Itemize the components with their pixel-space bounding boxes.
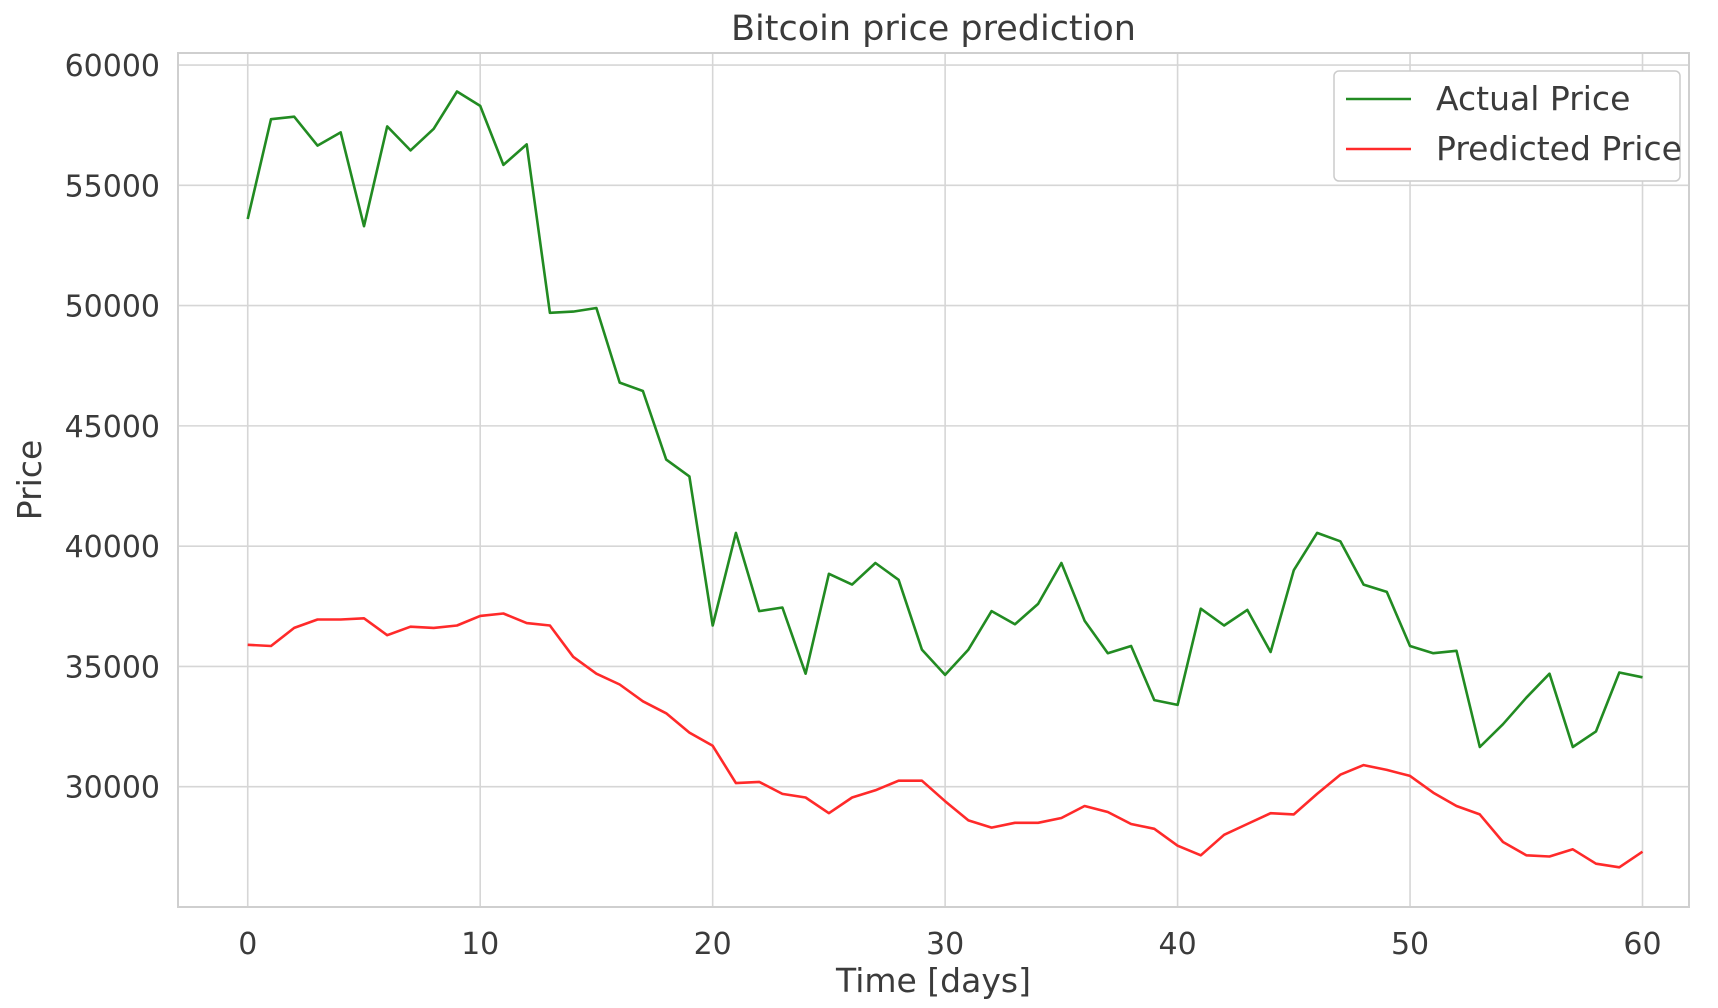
series-points — [247, 613, 1643, 868]
x-tick-label: 20 — [694, 927, 732, 962]
y-axis-tick-labels: 30000 35000 40000 45000 50000 55000 60000 — [65, 49, 160, 806]
y-tick-label: 35000 — [65, 650, 160, 685]
series-points — [247, 91, 1643, 748]
x-tick-label: 50 — [1391, 927, 1429, 962]
x-tick-label: 40 — [1158, 927, 1196, 962]
x-tick-label: 60 — [1623, 927, 1661, 962]
y-tick-label: 50000 — [65, 290, 160, 325]
y-tick-label: 60000 — [65, 49, 160, 84]
x-tick-label: 30 — [926, 927, 964, 962]
x-axis-tick-labels: 0 10 20 30 40 50 60 — [238, 927, 1661, 962]
series-line — [246, 90, 1643, 749]
y-tick-label: 45000 — [65, 410, 160, 445]
series-line — [247, 612, 1644, 869]
plot-area-frame — [177, 52, 1690, 908]
x-axis-label: Time [days] — [835, 961, 1031, 1000]
series-lines — [246, 90, 1644, 869]
y-axis-label: Price — [10, 440, 49, 521]
y-tick-label: 55000 — [65, 169, 160, 204]
x-tick-label: 0 — [238, 927, 257, 962]
legend-box — [1333, 70, 1681, 182]
legend: Actual Price Predicted Price — [1333, 70, 1682, 182]
grid — [178, 53, 1689, 907]
x-tick-label: 10 — [461, 927, 499, 962]
y-tick-label: 40000 — [65, 530, 160, 565]
chart-title: Bitcoin price prediction — [731, 9, 1136, 49]
y-tick-label: 30000 — [65, 771, 160, 806]
legend-label: Predicted Price — [1436, 129, 1682, 168]
legend-label: Actual Price — [1436, 79, 1630, 118]
